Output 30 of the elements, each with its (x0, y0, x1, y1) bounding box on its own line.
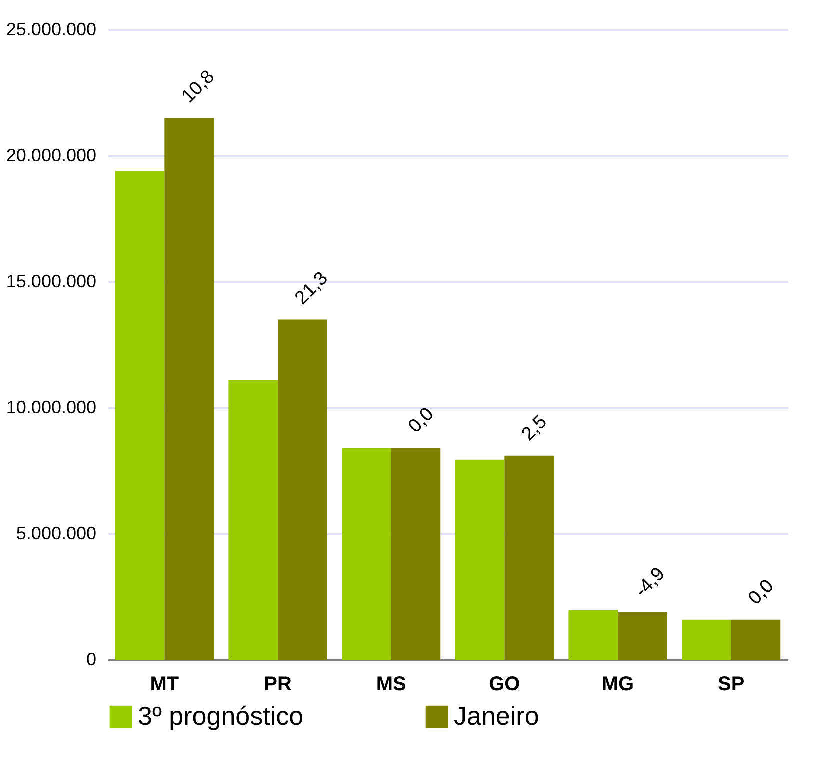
bar (731, 620, 781, 660)
annotation: 0,0 (404, 404, 438, 438)
legend-label: 3º prognóstico (138, 701, 304, 731)
bar (568, 610, 618, 660)
bar (504, 456, 554, 660)
y-tick-label: 15.000.000 (6, 272, 96, 292)
x-tick-label: GO (489, 674, 520, 696)
bar (682, 620, 732, 660)
bar (115, 171, 165, 660)
y-tick-label: 0 (86, 650, 96, 670)
bar (228, 380, 278, 660)
annotation: -4,9 (631, 564, 670, 602)
x-tick-label: PR (264, 674, 292, 696)
x-tick-label: MS (376, 674, 406, 696)
x-tick-label: MT (150, 674, 180, 696)
bar (164, 118, 214, 660)
y-tick-label: 25.000.000 (6, 20, 96, 40)
bar (278, 320, 328, 660)
bar (618, 612, 668, 660)
legend-label: Janeiro (454, 701, 540, 731)
x-tick-label: SP (718, 674, 745, 696)
bar (455, 460, 505, 660)
y-tick-label: 5.000.000 (16, 524, 96, 544)
y-tick-label: 10.000.000 (6, 398, 96, 418)
annotation: 0,0 (744, 576, 778, 610)
y-tick-label: 20.000.000 (6, 146, 96, 166)
bar (391, 448, 441, 660)
x-tick-label: MG (602, 674, 634, 696)
bar (342, 448, 392, 660)
annotation: 2,5 (518, 412, 552, 446)
